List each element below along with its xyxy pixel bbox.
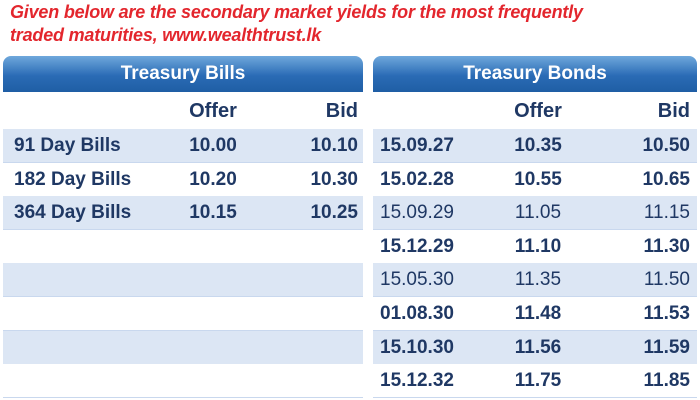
- bond-bid: 11.85: [643, 370, 691, 392]
- bond-offer: 11.10: [514, 235, 562, 257]
- bill-offer: 10.20: [189, 168, 237, 190]
- row-background: [373, 263, 697, 298]
- bond-offer: 11.48: [514, 303, 562, 324]
- row-background: [373, 229, 697, 264]
- row-background: [373, 162, 697, 197]
- row-background: [3, 196, 363, 231]
- row-background: [3, 297, 363, 331]
- bond-maturity: 15.02.28: [380, 168, 454, 190]
- row-background: [373, 297, 697, 331]
- bill-offer: 10.00: [189, 135, 237, 156]
- bill-bid: 10.25: [310, 202, 358, 224]
- bill-name: 91 Day Bills: [14, 135, 121, 156]
- bond-maturity: 15.09.27: [380, 135, 454, 156]
- bills-header: Treasury Bills: [3, 56, 363, 92]
- bill-bid: 10.10: [310, 135, 358, 156]
- bill-offer: 10.15: [189, 202, 237, 224]
- bond-offer: 11.05: [514, 202, 562, 224]
- column-header: Offer: [514, 100, 562, 122]
- bond-maturity: 15.05.30: [380, 269, 454, 291]
- bill-bid: 10.30: [310, 168, 358, 190]
- column-header: Offer: [189, 100, 237, 122]
- bond-bid: 11.15: [643, 202, 690, 224]
- bond-maturity: 15.12.32: [380, 370, 454, 392]
- bill-name: 182 Day Bills: [14, 168, 132, 190]
- row-background: [373, 129, 697, 163]
- bond-offer: 11.75: [514, 370, 562, 392]
- bond-maturity: 01.08.30: [380, 303, 454, 324]
- bonds-header: Treasury Bonds: [373, 56, 697, 92]
- bond-bid: 11.50: [643, 269, 690, 291]
- bond-offer: 10.55: [514, 168, 562, 190]
- column-header: Bid: [325, 100, 358, 122]
- row-background: [3, 129, 363, 163]
- title: traded maturities, www.wealthtrust.lk: [10, 25, 322, 45]
- bond-bid: 11.30: [643, 235, 691, 257]
- row-background: [3, 263, 363, 298]
- bond-bid: 11.59: [643, 336, 691, 358]
- row-background: [3, 162, 363, 197]
- row-background: [3, 364, 363, 399]
- bond-maturity: 15.10.30: [380, 336, 454, 358]
- bond-offer: 10.35: [514, 135, 562, 156]
- row-background: [3, 330, 363, 365]
- row-background: [373, 364, 697, 399]
- bill-name: 364 Day Bills: [14, 202, 132, 224]
- bond-maturity: 15.09.29: [380, 202, 454, 224]
- row-background: [373, 196, 697, 231]
- column-header: Bid: [657, 100, 690, 122]
- row-background: [373, 330, 697, 365]
- row-background: [3, 229, 363, 264]
- bond-offer: 11.35: [514, 269, 562, 291]
- bond-bid: 10.50: [642, 135, 690, 156]
- bond-offer: 11.56: [514, 336, 562, 358]
- bond-bid: 10.65: [642, 168, 690, 190]
- bond-bid: 11.53: [643, 303, 691, 324]
- title: Given below are the secondary market yie…: [10, 2, 583, 22]
- bond-maturity: 15.12.29: [380, 235, 454, 257]
